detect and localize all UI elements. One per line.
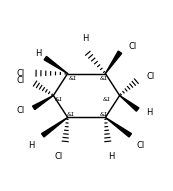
Text: Cl: Cl [146, 72, 154, 81]
Text: H: H [82, 34, 88, 43]
Text: H: H [146, 108, 153, 117]
Text: H: H [35, 49, 42, 58]
Text: &1: &1 [68, 76, 77, 81]
Text: Cl: Cl [129, 42, 137, 51]
Text: Cl: Cl [16, 106, 24, 115]
Text: H: H [108, 152, 115, 161]
Polygon shape [105, 117, 131, 137]
Text: &1: &1 [99, 76, 108, 81]
Polygon shape [33, 96, 53, 110]
Text: Cl: Cl [137, 141, 145, 150]
Text: &1: &1 [67, 112, 75, 117]
Text: H: H [28, 141, 34, 150]
Polygon shape [44, 56, 68, 74]
Text: &1: &1 [103, 97, 111, 102]
Polygon shape [42, 117, 68, 137]
Polygon shape [120, 96, 139, 111]
Text: Cl: Cl [16, 76, 24, 85]
Polygon shape [105, 51, 122, 74]
Text: &1: &1 [99, 112, 108, 117]
Text: &1: &1 [54, 97, 63, 102]
Text: Cl: Cl [55, 152, 63, 161]
Text: Cl: Cl [16, 69, 24, 78]
